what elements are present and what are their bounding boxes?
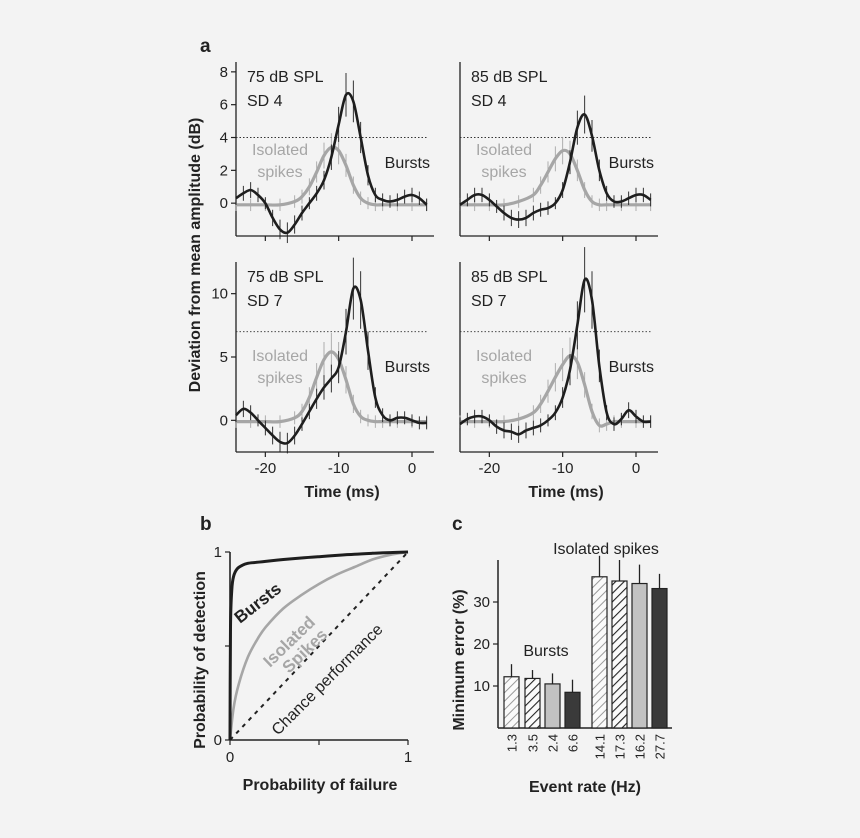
y-tick-label: 0 bbox=[220, 195, 228, 212]
y-tick-label: 4 bbox=[220, 130, 228, 147]
panel-label-b: b bbox=[200, 514, 212, 535]
x-tick-label: 14.1 bbox=[593, 734, 608, 759]
subplot-title-line1: 75 dB SPL bbox=[247, 69, 324, 86]
x-tick-label: 27.7 bbox=[653, 734, 668, 759]
y-tick-label: 20 bbox=[473, 636, 490, 653]
panel-a-x-axis-label-left: Time (ms) bbox=[304, 484, 379, 501]
bar bbox=[544, 683, 561, 729]
bar bbox=[503, 676, 520, 729]
x-tick-label: 17.3 bbox=[613, 734, 628, 759]
subplot-title-line2: SD 7 bbox=[471, 293, 507, 310]
bursts-roc-line bbox=[228, 550, 409, 741]
y-tick-label: 30 bbox=[473, 594, 490, 611]
panel-b-x-axis-label: Probability of failure bbox=[243, 777, 398, 794]
x-tick-label: 2.4 bbox=[546, 734, 561, 752]
y-tick-label: 0 bbox=[214, 732, 222, 749]
y-tick-label: 1 bbox=[214, 544, 222, 561]
subplot-3: 0 5 10 -20 -10 0 75 dB SPL SD 7 Isolated spikes Bu… bbox=[211, 257, 434, 477]
x-tick-label: 0 bbox=[408, 460, 416, 477]
x-tick-label: 0 bbox=[226, 749, 234, 766]
isolated-spikes-label-line2: spikes bbox=[481, 370, 526, 387]
subplot-title-line1: 85 dB SPL bbox=[471, 269, 548, 286]
x-tick-label: -20 bbox=[254, 460, 276, 477]
bursts-label: Bursts bbox=[231, 579, 285, 627]
bursts-label: Bursts bbox=[385, 155, 430, 172]
isolated-spikes-label-line1: Isolated bbox=[476, 142, 532, 159]
isolated-spikes-label-line2: spikes bbox=[481, 164, 526, 181]
bar bbox=[524, 677, 541, 729]
bar bbox=[611, 580, 628, 729]
chance-performance-line bbox=[229, 551, 409, 741]
subplot-title-line1: 75 dB SPL bbox=[247, 269, 324, 286]
subplot-title-line2: SD 4 bbox=[471, 93, 507, 110]
isolated-spikes-label-line2: spikes bbox=[257, 370, 302, 387]
x-tick-label: 3.5 bbox=[526, 734, 541, 752]
panel-label-c: c bbox=[452, 514, 463, 535]
subplot-title-line2: SD 4 bbox=[247, 93, 283, 110]
bursts-label: Bursts bbox=[609, 359, 654, 376]
panel-label-a: a bbox=[200, 36, 211, 57]
y-tick-label: 10 bbox=[473, 678, 490, 695]
bursts-group-label: Bursts bbox=[523, 643, 568, 660]
x-tick-label: 6.6 bbox=[566, 734, 581, 752]
y-tick-label: 5 bbox=[220, 349, 228, 366]
isolated-spikes-label-line1: Isolated bbox=[252, 142, 308, 159]
y-tick-label: 6 bbox=[220, 97, 228, 114]
isolated-spikes-roc-line bbox=[228, 550, 409, 741]
bursts-label: Bursts bbox=[385, 359, 430, 376]
x-tick-label: 0 bbox=[632, 460, 640, 477]
isolated-spikes-group-label: Isolated spikes bbox=[553, 541, 659, 558]
x-tick-label: -20 bbox=[478, 460, 500, 477]
panel-b-y-axis-label: Probability of detection bbox=[192, 571, 209, 749]
x-tick-label: 1.3 bbox=[505, 734, 520, 752]
subplot-1: 0 2 4 6 8 75 dB SPL SD 4 Isolated spikes Bursts bbox=[220, 62, 434, 244]
isolated-spikes-label-line1: Isolated bbox=[252, 348, 308, 365]
subplot-2: 85 dB SPL SD 4 Isolated spikes Bursts bbox=[459, 62, 658, 241]
panel-c-y-axis-label: Minimum error (%) bbox=[451, 589, 468, 730]
bar bbox=[631, 582, 648, 729]
y-tick-label: 0 bbox=[220, 412, 228, 429]
x-tick-label: -10 bbox=[328, 460, 350, 477]
isolated-spikes-line bbox=[236, 145, 427, 207]
isolated-spikes-line bbox=[460, 354, 651, 428]
bar bbox=[591, 576, 608, 729]
x-tick-label: 1 bbox=[404, 749, 412, 766]
bar bbox=[651, 587, 668, 729]
y-tick-label: 10 bbox=[211, 286, 228, 303]
y-tick-label: 8 bbox=[220, 64, 228, 81]
x-tick-label: -10 bbox=[552, 460, 574, 477]
panel-a-y-axis-label: Deviation from mean amplitude (dB) bbox=[187, 118, 204, 393]
panel-c-x-axis-label: Event rate (Hz) bbox=[529, 779, 641, 796]
panel-c-bar-chart: 10 20 30 1.3 3.5 2.4 6.6 14.1 17.3 16.2 27.7 Bursts… bbox=[473, 541, 672, 759]
bar bbox=[564, 691, 581, 729]
bursts-label: Bursts bbox=[609, 155, 654, 172]
isolated-spikes-line bbox=[236, 350, 427, 424]
panel-a-x-axis-label-right: Time (ms) bbox=[528, 484, 603, 501]
isolated-spikes-label-line1: Isolated bbox=[476, 348, 532, 365]
x-tick-label: 16.2 bbox=[633, 734, 648, 759]
subplot-title-line2: SD 7 bbox=[247, 293, 283, 310]
subplot-4: -20 -10 0 85 dB SPL SD 7 Isolated spikes Bursts bbox=[459, 247, 658, 477]
subplot-title-line1: 85 dB SPL bbox=[471, 69, 548, 86]
y-tick-label: 2 bbox=[220, 162, 228, 179]
isolated-spikes-label-line2: spikes bbox=[257, 164, 302, 181]
